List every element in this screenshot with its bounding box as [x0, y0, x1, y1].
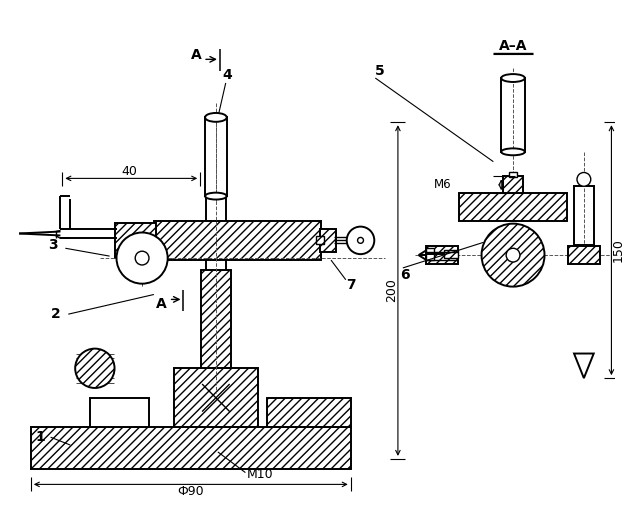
Bar — [426, 248, 434, 260]
Circle shape — [358, 238, 363, 243]
Text: 150: 150 — [612, 238, 624, 262]
Bar — [503, 177, 523, 193]
Bar — [574, 186, 593, 245]
Bar — [154, 221, 321, 260]
Circle shape — [135, 251, 149, 265]
Bar — [206, 196, 226, 270]
Text: 7: 7 — [346, 278, 356, 291]
Circle shape — [577, 172, 591, 186]
Ellipse shape — [205, 193, 227, 200]
Text: М6: М6 — [434, 178, 451, 191]
Text: A: A — [157, 297, 167, 311]
Circle shape — [117, 232, 168, 284]
Bar — [115, 223, 156, 258]
Ellipse shape — [501, 74, 525, 82]
Text: А–А: А–А — [499, 38, 527, 53]
Text: 6: 6 — [400, 268, 409, 282]
Bar — [459, 193, 567, 221]
Text: 200: 200 — [386, 278, 399, 301]
Bar — [31, 427, 351, 469]
Text: 40: 40 — [121, 165, 137, 178]
Circle shape — [482, 223, 545, 287]
Bar — [501, 78, 525, 152]
Bar — [90, 398, 149, 427]
Bar — [205, 118, 227, 196]
Circle shape — [347, 227, 374, 254]
Polygon shape — [574, 354, 593, 378]
Text: 1: 1 — [36, 430, 46, 444]
Text: 5: 5 — [375, 64, 385, 78]
Bar — [316, 237, 324, 245]
Text: 4: 4 — [223, 68, 233, 82]
Bar — [267, 398, 351, 427]
Bar — [444, 250, 458, 258]
Bar — [320, 229, 336, 252]
Bar — [201, 270, 231, 368]
Bar — [568, 246, 600, 264]
Text: A: A — [191, 48, 202, 62]
Ellipse shape — [205, 113, 227, 122]
Bar — [173, 368, 258, 427]
Text: Ф90: Ф90 — [177, 485, 203, 498]
Ellipse shape — [501, 149, 525, 155]
Circle shape — [506, 248, 520, 262]
Text: 3: 3 — [48, 238, 57, 252]
Circle shape — [75, 348, 115, 388]
Text: М10: М10 — [247, 468, 273, 481]
Text: 2: 2 — [51, 307, 61, 321]
Bar — [426, 246, 458, 264]
Bar — [509, 171, 517, 178]
